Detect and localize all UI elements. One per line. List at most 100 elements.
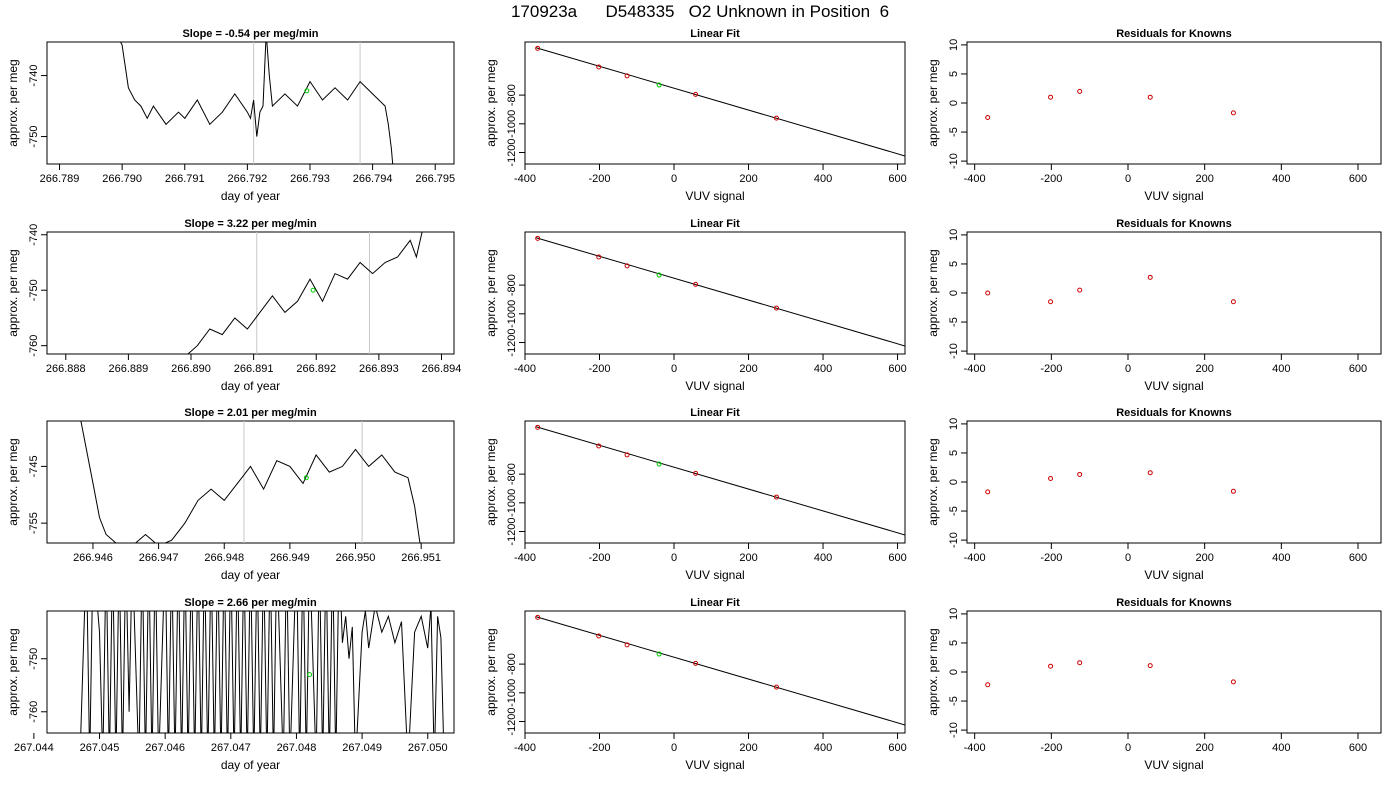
- y-axis-label: approx. per meg: [926, 249, 940, 336]
- x-tick-label: -400: [514, 363, 536, 375]
- residual-point: [1048, 299, 1054, 305]
- plot-frame: [524, 610, 906, 734]
- unknown-point: [307, 672, 313, 678]
- y-tick-label: -1200: [506, 517, 518, 545]
- known-point: [624, 642, 630, 648]
- x-tick-label: 266.894: [422, 363, 462, 375]
- x-tick-label: -400: [964, 363, 986, 375]
- y-tick-label: -1200: [506, 138, 518, 166]
- x-tick-label: 266.889: [109, 363, 149, 375]
- residual-point: [1230, 299, 1236, 305]
- panel-title: Linear Fit: [690, 597, 740, 609]
- panel-linear-fit-row-3: Linear Fit -400 -200 0 200 400 600 -800 -1000-12…: [484, 407, 907, 582]
- position-label: O2 Unknown in Position: [688, 2, 871, 21]
- fit-line: [536, 47, 905, 157]
- x-tick-label: 600: [888, 363, 906, 375]
- y-tick-label: -1200: [506, 707, 518, 735]
- y-tick-label: -5: [948, 506, 960, 516]
- x-tick-label: 600: [888, 742, 906, 754]
- x-tick-label: 266.949: [270, 552, 310, 564]
- y-tick-label: 10: [948, 608, 960, 620]
- x-tick-label: 266.791: [165, 173, 205, 185]
- y-axis-label: approx. per meg: [6, 628, 20, 715]
- panel-title: Linear Fit: [690, 218, 740, 230]
- y-tick-label: -750: [28, 279, 40, 301]
- y-tick-label: -760: [28, 701, 40, 723]
- x-tick-label: 266.795: [415, 173, 455, 185]
- unknown-point: [303, 475, 309, 481]
- y-axis-label: approx. per meg: [484, 59, 498, 146]
- y-axis-label: approx. per meg: [6, 249, 20, 336]
- y-axis-label: approx. per meg: [926, 59, 940, 146]
- x-tick-label: 266.890: [171, 363, 211, 375]
- x-axis-label: VUV signal: [1144, 379, 1203, 393]
- run-id: 170923a: [510, 2, 578, 21]
- y-tick-label: 0: [948, 479, 960, 485]
- y-tick-label: 5: [948, 261, 960, 267]
- tank-id: D548335: [605, 2, 675, 21]
- x-tick-label: 400: [814, 552, 832, 564]
- x-tick-label: 600: [1349, 363, 1367, 375]
- known-point: [624, 263, 630, 269]
- residual-point: [1147, 94, 1153, 100]
- x-tick-label: 200: [739, 173, 757, 185]
- unknown-point: [656, 461, 662, 467]
- y-tick-label: -1000: [506, 110, 518, 138]
- panel-time-series-row-3: Slope = 2.01 per meg/min 266.946 266.947 26…: [6, 407, 455, 582]
- x-tick-label: -200: [1040, 742, 1062, 754]
- x-tick-label: 267.048: [277, 742, 317, 754]
- slope-value: 3.22: [227, 218, 251, 230]
- x-tick-label: -400: [514, 552, 536, 564]
- y-tick-label: -800: [506, 274, 518, 296]
- plot-area: [985, 660, 1236, 688]
- known-point: [773, 684, 779, 690]
- x-tick-label: 400: [814, 363, 832, 375]
- y-tick-label: -1000: [506, 679, 518, 707]
- y-tick-label: -800: [506, 84, 518, 106]
- signal-trace: [80, 421, 421, 543]
- x-tick-label: 267.050: [408, 742, 448, 754]
- x-tick-label: -200: [588, 742, 610, 754]
- known-point: [624, 452, 630, 458]
- panel-residuals-row-4: Residuals for Knowns -400 -200 0 200 400 600 -1…: [926, 597, 1382, 772]
- plot-frame: [966, 420, 1382, 544]
- x-tick-label: -400: [964, 173, 986, 185]
- y-tick-label: -750: [28, 126, 40, 148]
- x-tick-label: 400: [1272, 363, 1290, 375]
- unknown-point: [304, 88, 310, 94]
- plot-area: [187, 232, 423, 354]
- x-tick-label: 0: [1125, 742, 1131, 754]
- x-tick-label: 400: [814, 173, 832, 185]
- known-point: [693, 660, 699, 666]
- y-tick-label: -5: [948, 127, 960, 137]
- known-point: [596, 633, 602, 639]
- known-point: [596, 64, 602, 70]
- position-number: 6: [879, 2, 890, 21]
- x-axis-label: VUV signal: [685, 568, 744, 582]
- x-tick-label: 266.794: [353, 173, 393, 185]
- known-point: [773, 494, 779, 500]
- x-tick-label: -400: [514, 742, 536, 754]
- y-tick-label: 5: [948, 450, 960, 456]
- slope-title: Slope = 2.01 per meg/min: [184, 407, 317, 419]
- x-tick-label: -400: [514, 173, 536, 185]
- y-tick-label: 5: [948, 640, 960, 646]
- panel-linear-fit-row-2: Linear Fit -400 -200 0 200 400 600 -800 -1000-12…: [484, 218, 907, 393]
- panel-title: Linear Fit: [690, 407, 740, 419]
- x-tick-label: 267.045: [80, 742, 120, 754]
- x-tick-label: 0: [1125, 173, 1131, 185]
- plot-area: [535, 235, 905, 347]
- signal-trace: [187, 232, 423, 354]
- x-axis-label: day of year: [221, 189, 280, 203]
- x-tick-label: 200: [1195, 363, 1213, 375]
- x-tick-label: 600: [1349, 742, 1367, 754]
- x-tick-label: 266.948: [204, 552, 244, 564]
- y-axis-label: approx. per meg: [926, 628, 940, 715]
- x-tick-label: 0: [1125, 552, 1131, 564]
- slope-label: Slope =: [182, 28, 225, 40]
- slope-value: -0.54: [225, 28, 253, 40]
- x-tick-label: 200: [739, 363, 757, 375]
- x-tick-label: 400: [1272, 173, 1290, 185]
